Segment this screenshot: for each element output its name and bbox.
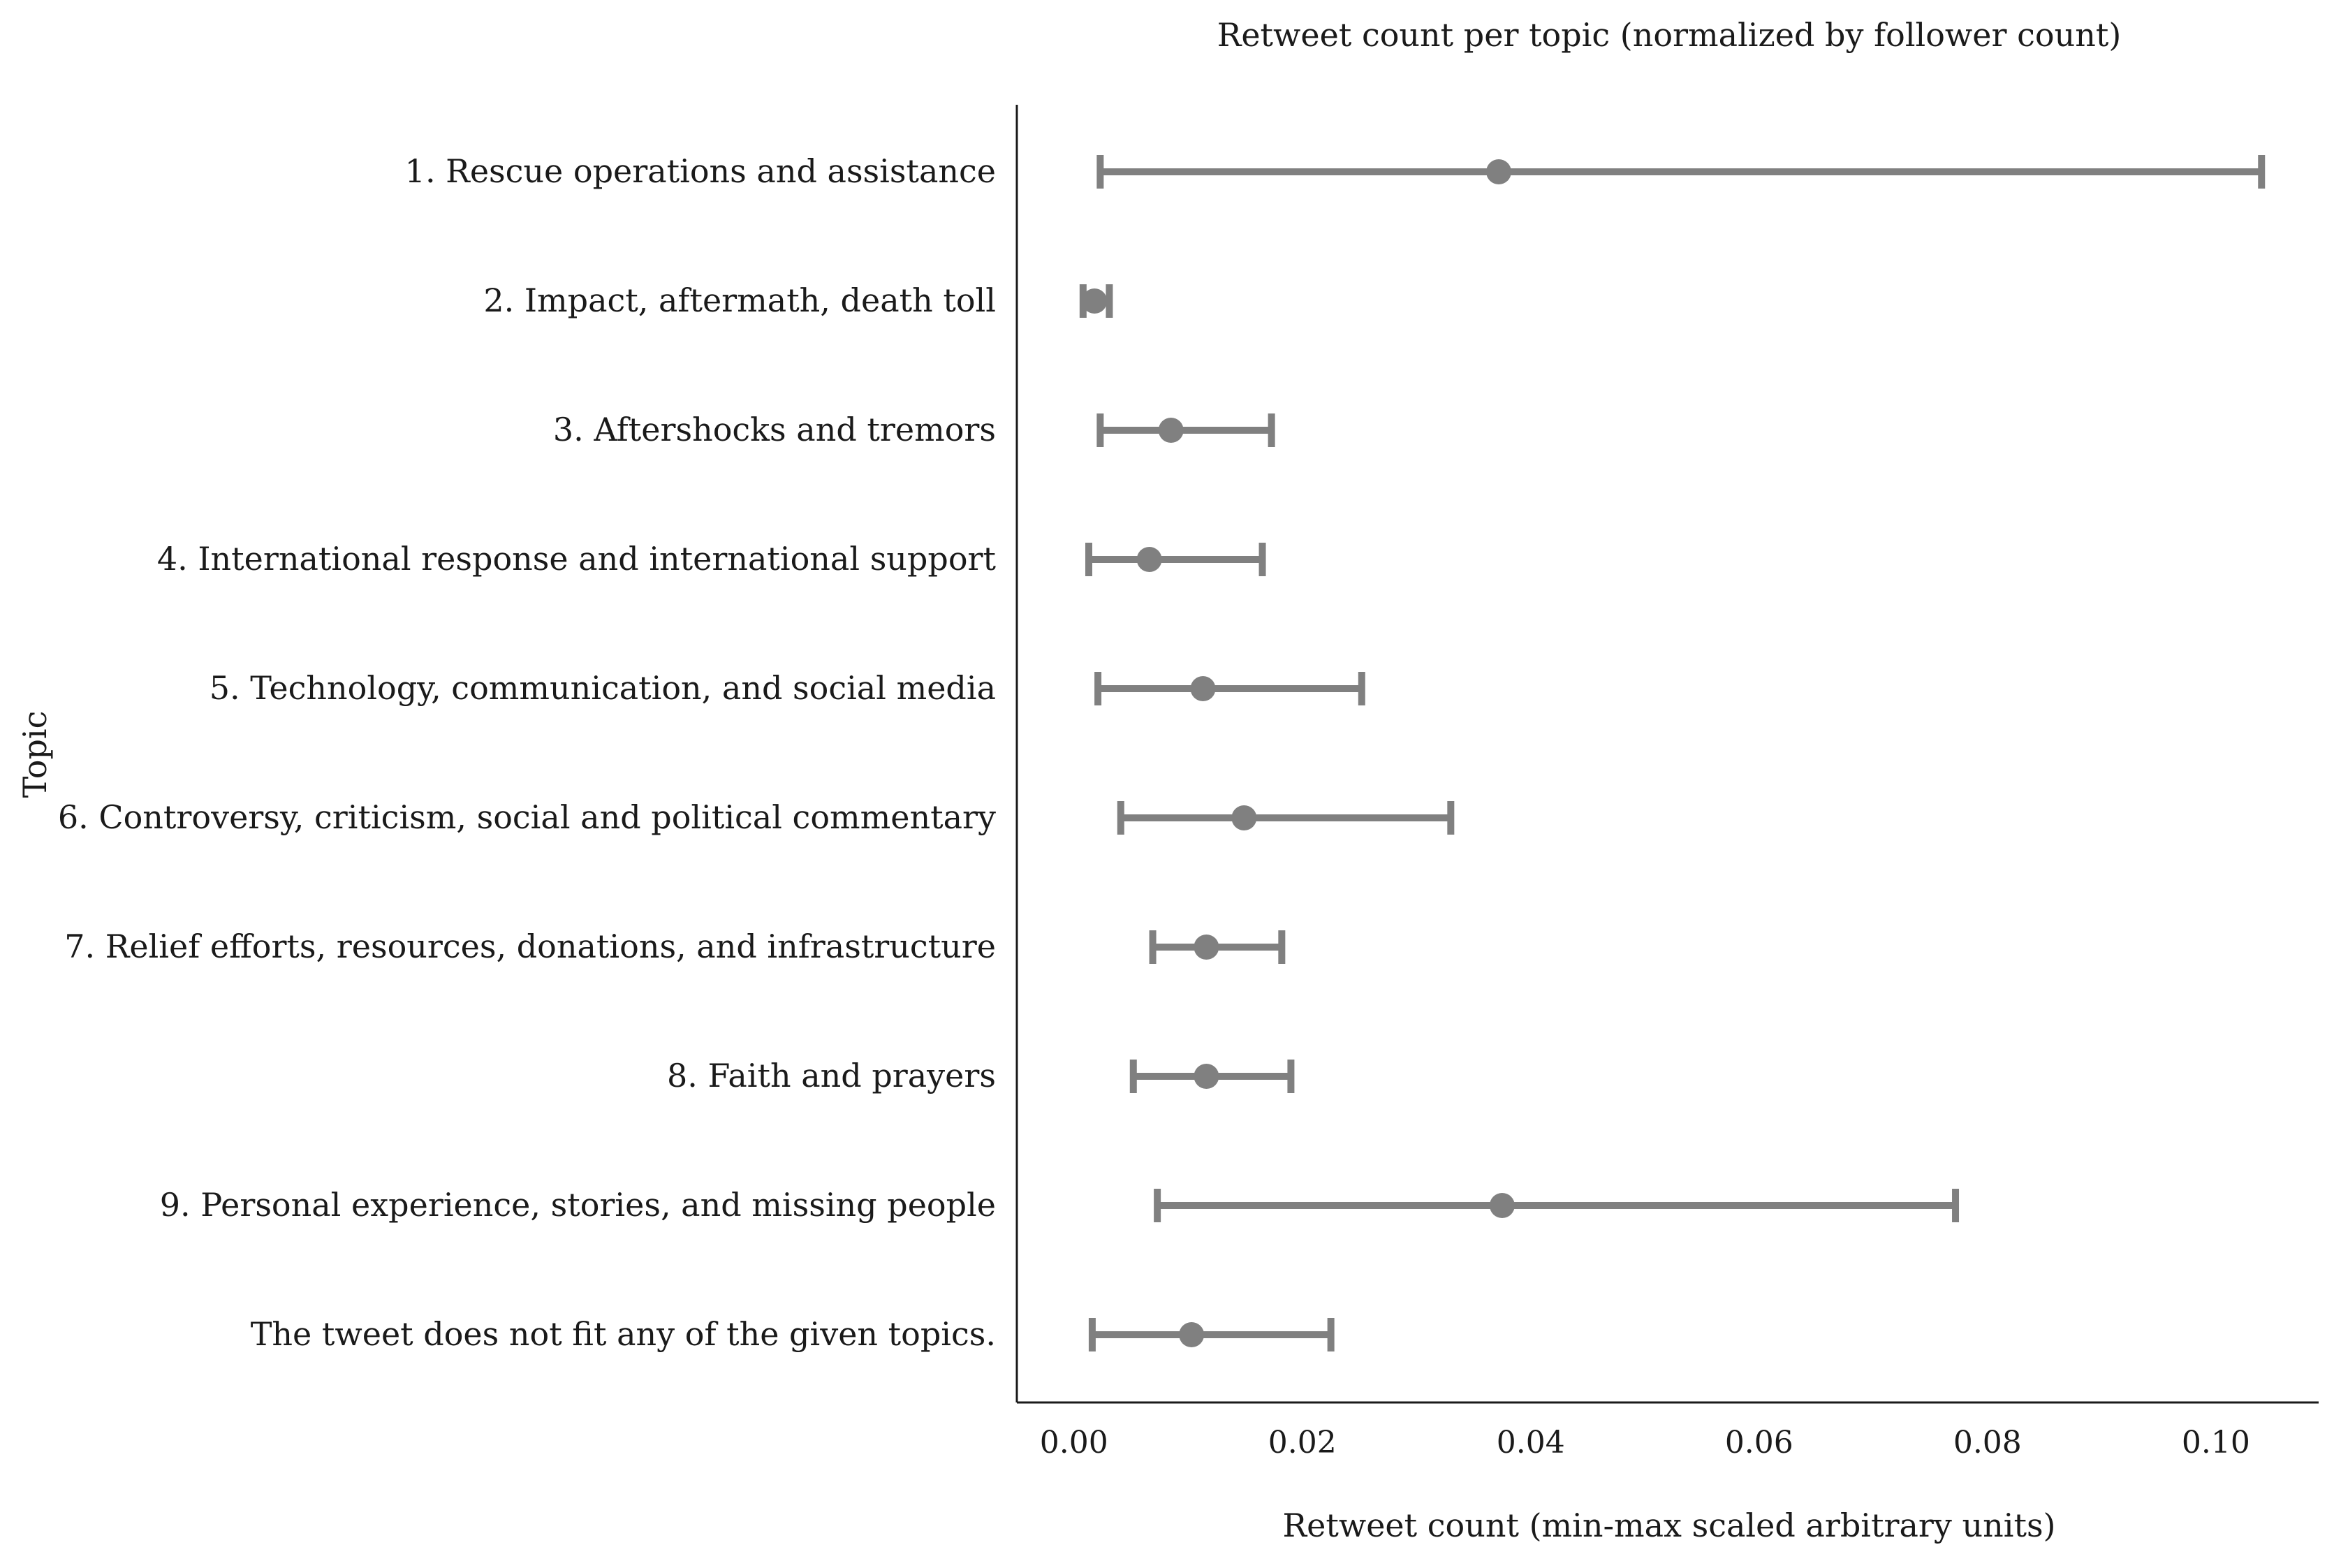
topic-label: 9. Personal experience, stories, and mis… <box>160 1186 996 1224</box>
topic-label: 8. Faith and prayers <box>667 1057 996 1094</box>
x-tick-label: 0.00 <box>1040 1425 1108 1460</box>
x-axis-label: Retweet count (min-max scaled arbitrary … <box>1282 1507 2055 1544</box>
x-tick-label: 0.02 <box>1268 1425 1337 1460</box>
topic-label: 2. Impact, aftermath, death toll <box>483 281 996 319</box>
topic-label: 3. Aftershocks and tremors <box>553 411 996 448</box>
error-bars <box>1079 155 2266 1351</box>
axes <box>1015 105 2319 1404</box>
topic-label: The tweet does not fit any of the given … <box>251 1315 996 1353</box>
topic-label: 5. Technology, communication, and social… <box>210 669 996 707</box>
mean-point <box>1194 935 1219 960</box>
x-tick-label: 0.08 <box>1953 1425 2022 1460</box>
topic-label: 4. International response and internatio… <box>157 540 997 578</box>
mean-point <box>1190 676 1216 701</box>
mean-point <box>1194 1064 1219 1089</box>
x-tick-label: 0.10 <box>2182 1425 2250 1460</box>
y-axis-label: Topic <box>16 711 54 798</box>
y-tick-labels: 1. Rescue operations and assistance 2. Im… <box>58 152 997 1353</box>
mean-point <box>1136 547 1162 572</box>
x-tick-label: 0.06 <box>1725 1425 1793 1460</box>
chart-title: Retweet count per topic (normalized by f… <box>1217 16 2122 54</box>
x-tick-label: 0.04 <box>1497 1425 1565 1460</box>
topic-label: 1. Rescue operations and assistance <box>405 152 996 190</box>
mean-point <box>1486 159 1512 184</box>
mean-point <box>1489 1193 1515 1218</box>
topic-label: 7. Relief efforts, resources, donations,… <box>64 928 996 965</box>
topic-label: 6. Controversy, criticism, social and po… <box>58 798 996 836</box>
x-ticks: 0.00 0.02 0.04 0.06 0.08 0.10 <box>1040 1425 2250 1460</box>
mean-point <box>1158 418 1184 443</box>
mean-point <box>1179 1322 1205 1347</box>
mean-point <box>1231 805 1257 830</box>
mean-point <box>1082 288 1108 314</box>
